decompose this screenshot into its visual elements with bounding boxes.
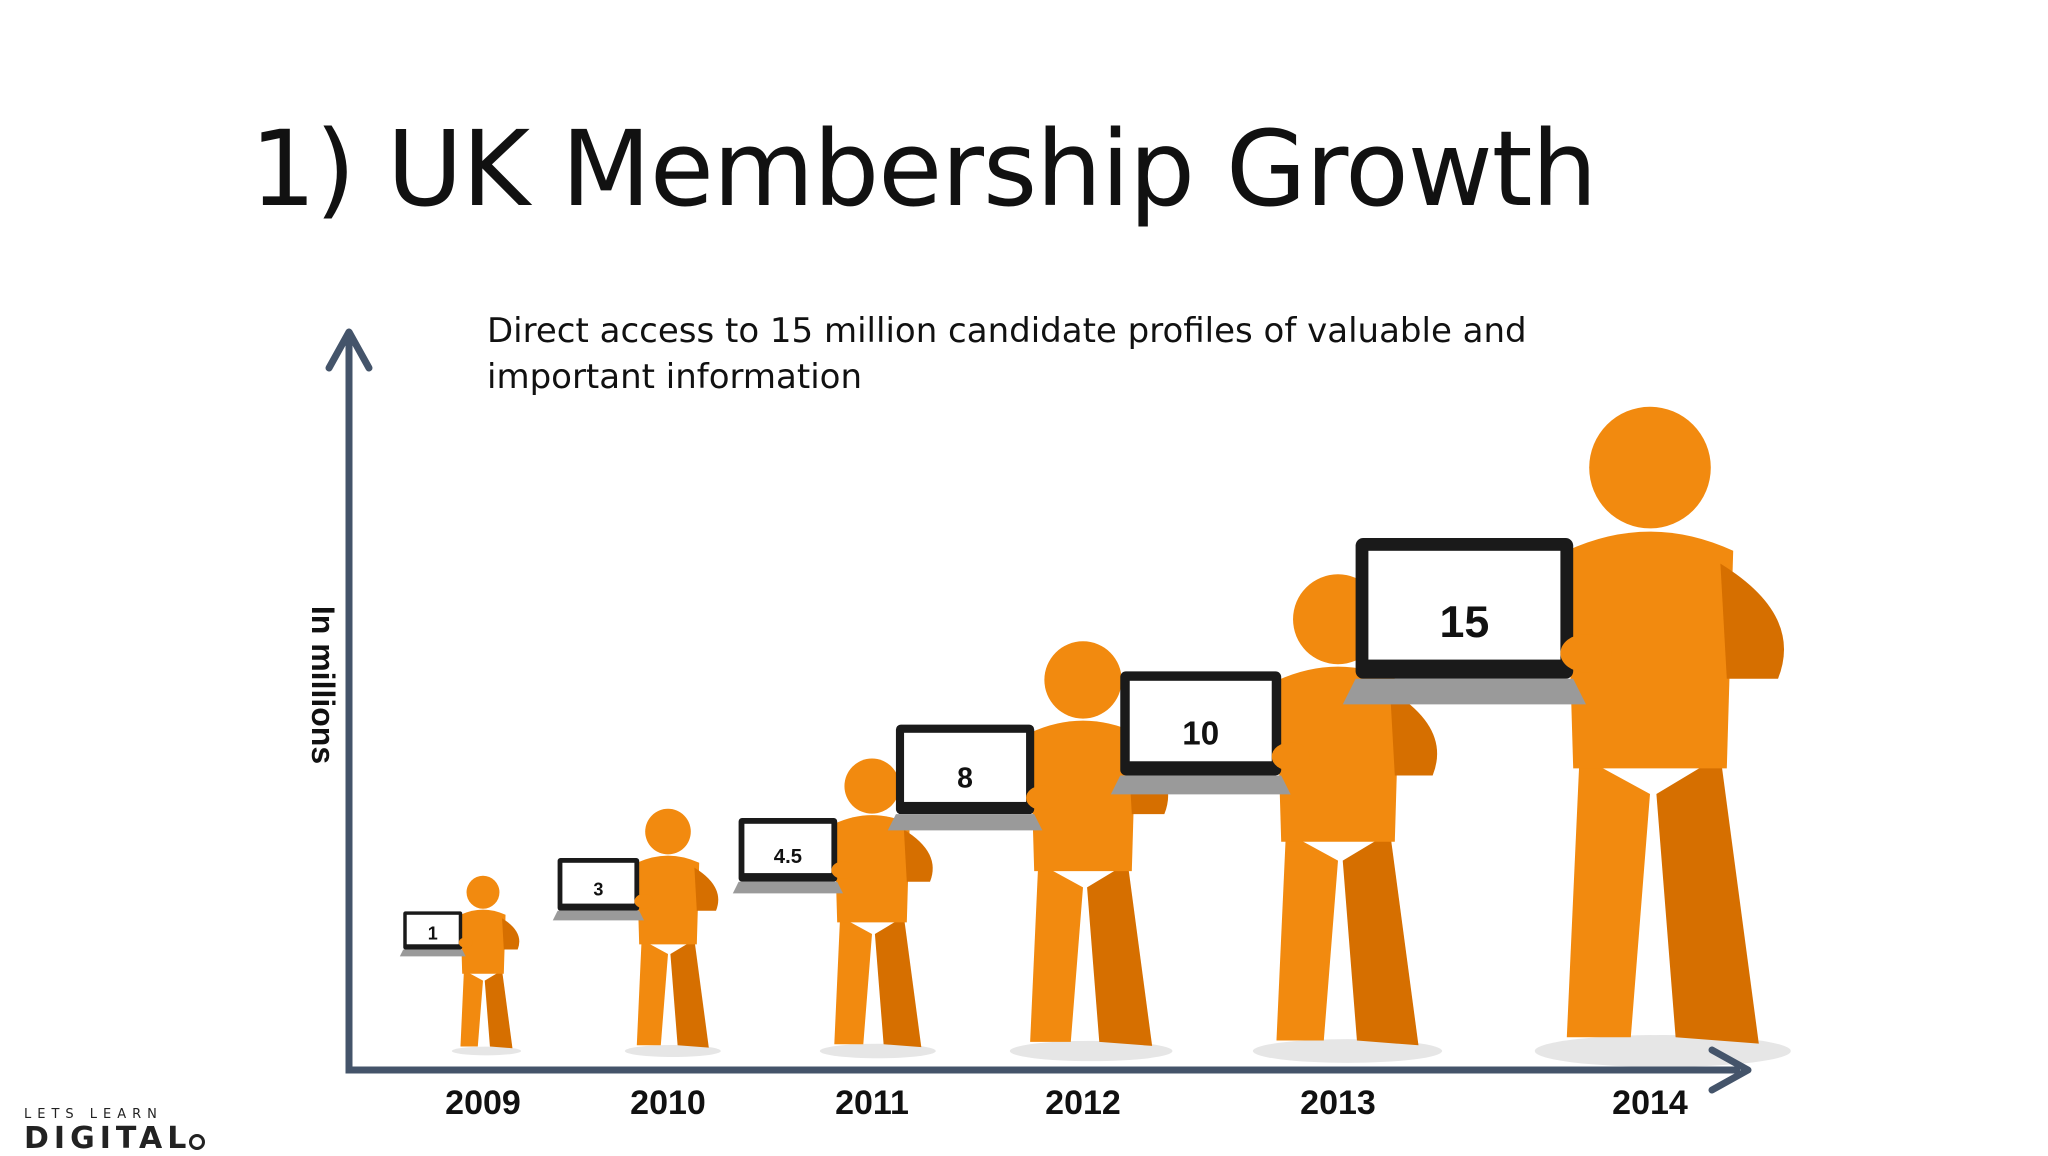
figure-shadow xyxy=(1009,1040,1173,1062)
laptop-keyboard-base xyxy=(1342,678,1586,705)
y-axis-label: In millions xyxy=(305,606,341,764)
axes-layer: In millions xyxy=(305,328,1752,1094)
figure-left-leg xyxy=(834,916,872,1045)
laptop-keyboard-base xyxy=(1110,775,1291,795)
figure-hand xyxy=(458,937,473,948)
x-tick-label-2010: 2010 xyxy=(630,1084,706,1122)
chart-subtitle: Direct access to 15 million candidate pr… xyxy=(487,311,1527,397)
figure-left-leg xyxy=(636,939,668,1046)
x-tick-labels: 2009 2010 2011 2012 2013 2014 xyxy=(445,1084,1688,1122)
data-label-2012: 8 xyxy=(957,763,973,795)
figure-arm xyxy=(1720,563,1785,679)
figures-layer: 1 3 4.5 8 10 15 xyxy=(399,406,1791,1067)
y-axis-arrowhead xyxy=(325,328,373,372)
figure-body xyxy=(636,855,700,945)
figure-hand xyxy=(831,861,855,879)
figure-hand xyxy=(1560,634,1612,673)
laptop-keyboard-base xyxy=(399,949,466,957)
logo-ring-icon xyxy=(189,1134,206,1150)
laptop-screen xyxy=(406,914,459,945)
logo-top-text: LETS LEARN xyxy=(24,1107,163,1122)
figure-left-leg xyxy=(1030,862,1083,1042)
figure-body xyxy=(1276,666,1400,842)
data-label-2013: 10 xyxy=(1182,716,1219,753)
figure-head xyxy=(1589,406,1711,529)
lets-learn-digital-logo: LETS LEARN DIGITAL xyxy=(24,1107,206,1156)
figure-right-leg xyxy=(1656,755,1759,1044)
x-tick-label-2011: 2011 xyxy=(835,1084,909,1122)
laptop-screen xyxy=(904,732,1027,802)
laptop-screen xyxy=(1368,550,1561,660)
figure-head xyxy=(645,808,691,855)
logo-word: DIGITAL xyxy=(24,1121,192,1156)
data-label-2011: 4.5 xyxy=(774,846,802,868)
figure-hand xyxy=(1026,785,1059,811)
figure-left-leg xyxy=(1566,755,1650,1038)
data-label-2009: 1 xyxy=(428,924,438,944)
data-label-2010: 3 xyxy=(593,879,603,899)
figure-hand xyxy=(634,894,654,909)
figure-right-leg xyxy=(484,970,513,1049)
x-tick-label-2012: 2012 xyxy=(1045,1084,1121,1122)
figure-arm xyxy=(903,829,933,882)
figure-hand xyxy=(1271,742,1310,771)
x-tick-label-2014: 2014 xyxy=(1612,1084,1688,1122)
data-label-2014: 15 xyxy=(1439,597,1489,647)
figure-left-leg xyxy=(460,970,483,1047)
x-tick-label-2013: 2013 xyxy=(1300,1084,1376,1122)
figure-head xyxy=(844,758,900,814)
figure-right-leg xyxy=(874,916,922,1048)
bar-figure-2014: 15 xyxy=(1342,406,1791,1067)
figure-right-leg xyxy=(1342,832,1419,1046)
figure-arm xyxy=(1390,690,1438,776)
figure-left-leg xyxy=(1276,832,1338,1041)
logo-bottom-text: DIGITAL xyxy=(24,1121,206,1156)
figure-arm xyxy=(694,867,719,911)
x-tick-label-2009: 2009 xyxy=(445,1084,521,1122)
bar-figure-2012: 8 xyxy=(887,641,1173,1062)
laptop-keyboard-base xyxy=(732,881,843,894)
laptop-screen xyxy=(1129,680,1272,762)
figure-arm xyxy=(502,918,520,950)
page-title: 1) UK Membership Growth xyxy=(250,108,1597,230)
figure-shadow xyxy=(624,1045,721,1057)
figure-body xyxy=(834,815,910,923)
figure-right-leg xyxy=(1087,862,1153,1046)
laptop-keyboard-base xyxy=(887,814,1043,831)
laptop-keyboard-base xyxy=(552,910,644,921)
bar-figure-2011: 4.5 xyxy=(732,758,936,1059)
figure-head xyxy=(1044,641,1122,719)
x-axis-arrowhead xyxy=(1708,1046,1752,1094)
figure-shadow xyxy=(819,1043,936,1059)
figure-body xyxy=(1030,720,1136,872)
figure-body xyxy=(460,909,506,974)
figure-shadow xyxy=(451,1046,522,1056)
bar-figure-2009: 1 xyxy=(399,875,522,1056)
bar-figure-2010: 3 xyxy=(552,808,721,1057)
figure-right-leg xyxy=(670,939,709,1048)
figure-body xyxy=(1566,531,1734,769)
laptop-screen xyxy=(562,862,635,904)
figure-head xyxy=(466,875,500,909)
figure-shadow xyxy=(1252,1039,1443,1063)
laptop-screen xyxy=(744,823,832,874)
